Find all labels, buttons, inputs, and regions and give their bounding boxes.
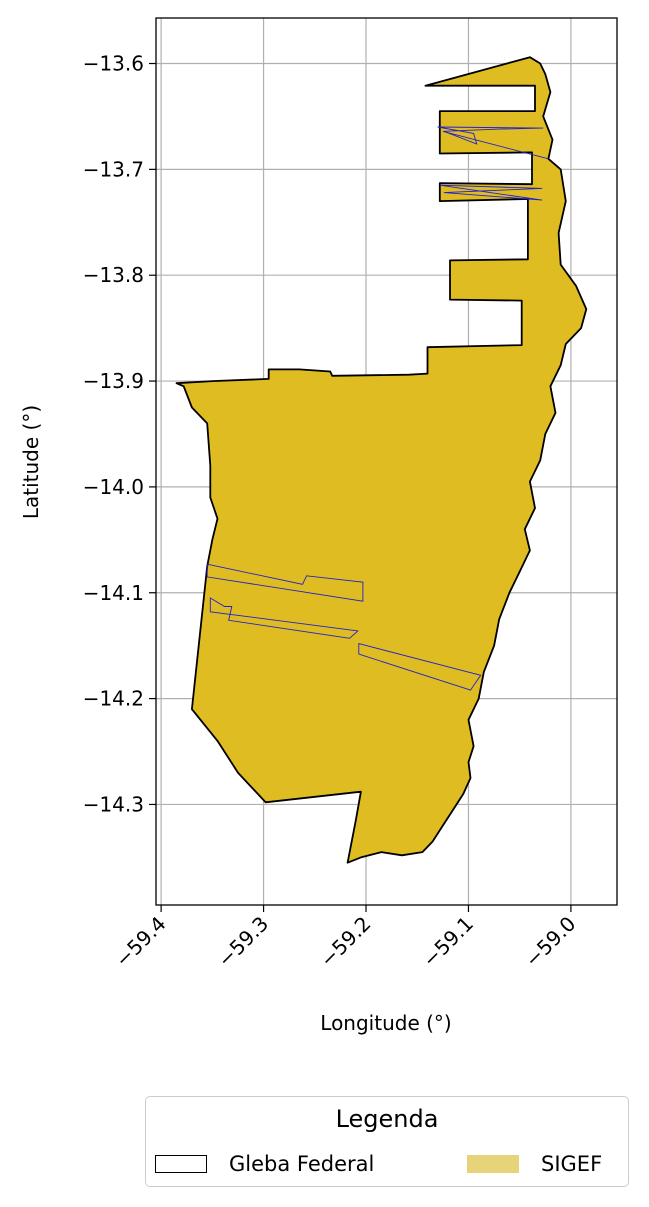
legend-label-gleba-federal: Gleba Federal	[229, 1152, 375, 1176]
y-tick-label: −14.3	[83, 792, 144, 816]
sigef-parcel	[209, 597, 359, 639]
x-tick-label: −59.0	[520, 912, 580, 972]
y-tick-label: −13.8	[83, 263, 144, 287]
legend-item-gleba-federal: Gleba Federal	[155, 1152, 374, 1176]
x-axis-label: Longitude (°)	[320, 1011, 451, 1035]
y-tick-label: −14.1	[83, 581, 144, 605]
x-tick-label: −59.2	[315, 912, 375, 972]
sigef-parcel	[358, 643, 482, 691]
y-tick-label: −14.0	[83, 475, 144, 499]
y-tick-label: −13.9	[83, 369, 144, 393]
y-axis-label: Latitude (°)	[19, 405, 43, 519]
legend: Legenda Gleba Federal SIGEF	[145, 1096, 629, 1187]
x-tick-label: −59.4	[110, 912, 170, 972]
y-axis-ticks: −13.6 −13.7 −13.8 −13.9 −14.0 −14.1 −14.2 −14.3	[83, 52, 156, 816]
sigef-parcel	[442, 130, 549, 160]
y-tick-label: −13.7	[83, 157, 144, 181]
map-figure: −59.4 −59.3 −59.2 −59.1 −59.0 −13.6−13.7−13.…	[19, 17, 618, 1035]
sigef-parcel	[206, 563, 364, 602]
legend-swatch-outline-icon	[155, 1155, 207, 1173]
legend-title: Legenda	[335, 1105, 439, 1133]
y-tick-label: −13.6	[83, 52, 144, 76]
x-tick-label: −59.1	[418, 912, 478, 972]
gleba-federal-polygon	[175, 56, 588, 864]
x-axis-ticks: −59.4 −59.3 −59.2 −59.1 −59.0	[110, 905, 580, 972]
legend-item-sigef: SIGEF	[467, 1152, 602, 1176]
legend-label-sigef: SIGEF	[541, 1152, 603, 1176]
map-layers	[175, 56, 588, 864]
sigef-parcel	[439, 184, 543, 201]
y-tick-label: −14.2	[83, 687, 144, 711]
legend-swatch-fill-icon	[467, 1155, 519, 1173]
sigef-parcels	[206, 126, 549, 691]
x-tick-label: −59.3	[213, 912, 273, 972]
plot-frame	[155, 17, 618, 906]
